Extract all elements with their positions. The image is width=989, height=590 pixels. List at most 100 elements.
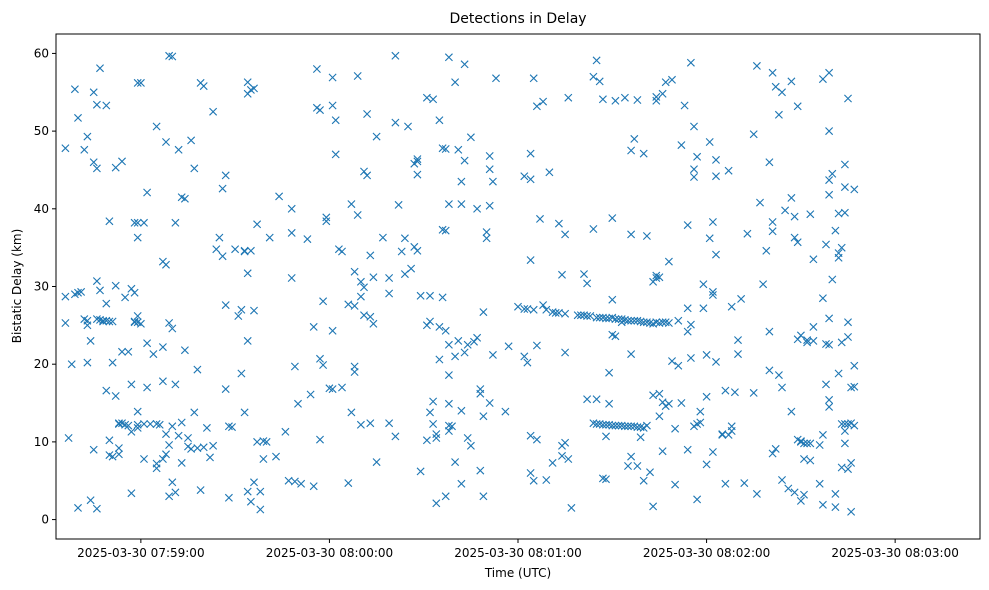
data-point [454,145,463,154]
data-point [815,441,824,449]
data-point [237,305,246,314]
data-point [752,489,761,498]
data-point [696,407,705,416]
data-point [422,436,431,445]
data-point [809,255,818,264]
data-point [243,487,252,496]
data-point [350,267,359,276]
data-point [435,322,444,331]
data-point [466,133,475,142]
data-point [441,492,450,501]
data-point [504,342,513,351]
data-point [724,430,733,439]
y-tick-label: 60 [34,46,49,60]
data-point [611,421,620,430]
data-point [822,240,830,249]
data-point [532,435,541,444]
data-point [548,458,557,467]
data-point [108,452,117,461]
data-point [708,218,717,226]
data-point [426,408,434,417]
data-point [526,256,535,265]
data-point [699,304,708,313]
data-point [426,291,434,300]
data-point [438,225,447,234]
data-point [457,200,466,209]
data-point [319,297,328,306]
data-point [444,200,453,209]
data-point [683,327,692,336]
data-point [243,78,252,87]
data-point [847,458,856,467]
data-point [473,204,482,213]
data-point [457,479,466,488]
data-point [316,106,324,115]
data-point [608,421,617,430]
data-point [206,453,214,462]
data-point [130,288,139,297]
data-point [620,422,629,431]
data-point [372,458,381,467]
data-point [397,247,406,256]
data-point [83,132,92,141]
data-point [209,441,218,450]
data-point [287,228,296,237]
data-point [444,340,453,349]
data-point [441,326,450,335]
data-point [133,218,142,227]
data-point [353,72,362,80]
data-point [133,312,142,320]
data-point [671,424,680,433]
data-point [781,206,790,215]
data-point [356,420,365,429]
data-point [690,122,698,131]
data-point [532,102,541,111]
data-point [850,185,859,194]
data-point [617,421,626,430]
data-point [806,456,815,465]
data-point [165,492,174,501]
data-point [114,419,123,428]
data-point [595,77,604,86]
data-point [234,312,243,320]
data-point [152,122,161,131]
data-point [485,201,494,210]
data-point [86,336,95,345]
data-point [639,476,648,485]
data-point [825,314,834,323]
data-point [416,467,425,476]
data-point [800,455,808,463]
data-point [847,383,856,392]
data-point [558,270,566,279]
data-point [526,431,535,440]
data-point [834,369,843,378]
data-point [378,233,387,242]
data-point [674,361,683,370]
data-point [787,77,796,86]
data-point [190,164,199,173]
data-point [429,95,438,104]
data-point [743,229,752,238]
data-point [840,439,849,448]
data-point [209,107,218,116]
data-point [850,382,859,391]
data-point [749,130,758,139]
data-point [649,502,658,511]
data-point [451,458,460,467]
data-point [749,388,758,397]
data-point [580,270,588,279]
data-point [237,369,246,378]
data-point [74,113,82,122]
data-point [432,430,441,439]
data-point [708,448,717,456]
data-point [171,380,180,389]
data-point [105,317,114,326]
data-point [366,312,375,321]
data-point [275,192,284,201]
data-point [228,423,236,432]
data-point [778,88,786,97]
data-point [721,386,730,395]
data-point [844,94,852,103]
data-point [297,479,306,488]
data-point [614,421,623,430]
